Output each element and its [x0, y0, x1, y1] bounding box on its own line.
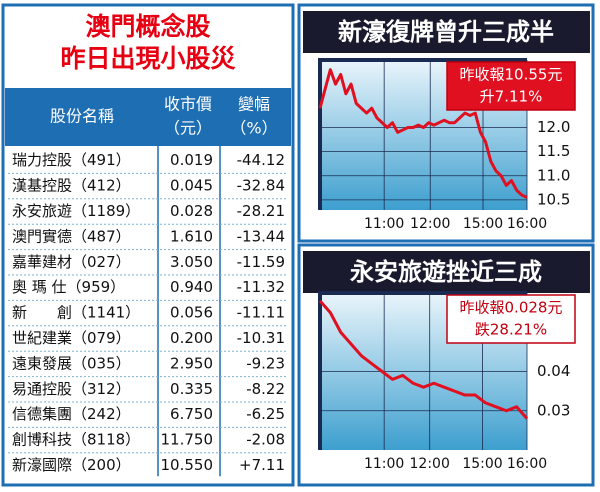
chart-title: 新濠復牌曾升三成半	[338, 18, 554, 46]
change: -11.11	[237, 304, 285, 322]
x-tick-label: 12:00	[410, 216, 450, 232]
y-tick-label: 10.5	[537, 190, 570, 208]
close-price: 2.950	[170, 354, 213, 372]
stock-name: 遠東發展（035）	[12, 354, 131, 372]
chart-title: 永安旅遊挫近三成	[350, 258, 542, 286]
change: +7.11	[239, 456, 285, 474]
table-header: （%）	[230, 119, 277, 138]
x-tick-label: 15:00	[462, 456, 502, 472]
chart-title-bg	[303, 251, 590, 293]
stock-name: 永安旅遊（1189）	[12, 202, 140, 220]
stock-name: 創博科技（8118）	[12, 431, 140, 449]
price-line	[318, 299, 529, 420]
stock-name: 新 創（1141）	[12, 304, 140, 322]
chart-title-bg	[303, 11, 590, 53]
annotation: 升7.11%	[480, 88, 543, 106]
stock-name: 信德集團（242）	[12, 405, 131, 423]
change: -13.44	[237, 227, 285, 245]
y-tick-label: 0.04	[537, 362, 570, 380]
table-header: 變幅	[238, 95, 270, 114]
table-title: 昨日出現小股災	[60, 44, 236, 73]
plot-border	[318, 58, 527, 210]
y-tick-label: 11.0	[537, 166, 570, 184]
change: -9.23	[246, 354, 285, 372]
close-price: 6.750	[170, 405, 213, 423]
change: -10.31	[237, 329, 285, 347]
table-header: 收市價	[164, 95, 212, 114]
x-tick-label: 11:00	[364, 216, 404, 232]
annotation: 昨收報10.55元	[460, 66, 563, 84]
close-price: 0.200	[170, 329, 213, 347]
table-header: （元）	[164, 119, 212, 138]
close-price: 0.045	[170, 177, 213, 195]
change: -11.32	[237, 278, 285, 296]
change: -8.22	[246, 380, 285, 398]
change: -6.25	[246, 405, 285, 423]
close-price: 0.028	[170, 202, 213, 220]
stock-name: 新濠國際（200）	[12, 456, 131, 474]
table-frame	[1, 3, 295, 487]
close-price: 3.050	[170, 253, 213, 271]
x-tick-label: 15:00	[463, 216, 503, 232]
stock-name: 奧 瑪 仕（959）	[12, 278, 125, 296]
x-tick-label: 16:00	[507, 456, 547, 472]
stock-name: 瑞力控股（491）	[12, 151, 131, 169]
y-tick-label: 11.5	[537, 142, 570, 160]
stock-name: 澳門實德（487）	[12, 227, 131, 245]
change: -11.59	[237, 253, 285, 271]
plot-border	[318, 291, 527, 450]
close-price: 0.335	[170, 380, 213, 398]
stock-name: 世紀建業（079）	[12, 329, 131, 347]
x-tick-label: 12:00	[410, 456, 450, 472]
annotation: 跌28.21%	[475, 321, 547, 339]
close-price: 1.610	[170, 227, 213, 245]
stock-name: 嘉華建材（027）	[12, 253, 131, 271]
table-header-bg	[5, 88, 291, 146]
stock-name: 漢基控股（412）	[12, 177, 131, 195]
y-tick-label: 12.0	[537, 118, 570, 136]
annotation-box	[446, 61, 576, 111]
close-price: 11.750	[161, 431, 214, 449]
change: -32.84	[237, 177, 285, 195]
annotation: 昨收報0.028元	[460, 299, 563, 317]
change: -44.12	[237, 151, 285, 169]
table-header: 股份名稱	[50, 107, 114, 126]
y-tick-label: 0.03	[537, 401, 570, 419]
stock-name: 易通控股（312）	[12, 380, 131, 398]
x-tick-label: 16:00	[507, 216, 547, 232]
annotation-box	[446, 294, 576, 344]
close-price: 10.550	[161, 456, 214, 474]
table-title: 澳門概念股	[85, 12, 210, 41]
close-price: 0.056	[170, 304, 213, 322]
change: -28.21	[237, 202, 285, 220]
change: -2.08	[246, 431, 285, 449]
close-price: 0.019	[170, 151, 213, 169]
x-tick-label: 11:00	[364, 456, 404, 472]
close-price: 0.940	[170, 278, 213, 296]
price-line	[318, 68, 528, 199]
